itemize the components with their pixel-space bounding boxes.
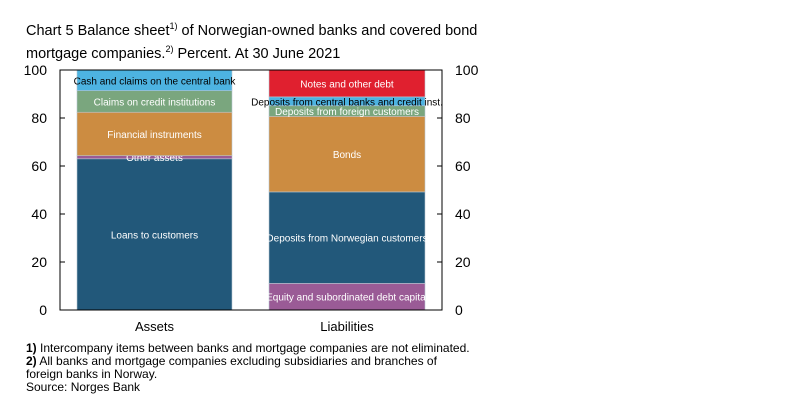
x-tick-label: Assets bbox=[135, 319, 175, 334]
bar-segment bbox=[268, 69, 426, 98]
y-tick-label: 100 bbox=[24, 62, 48, 78]
y-tick-label-right: 100 bbox=[455, 62, 479, 78]
segment-label: Loans to customers bbox=[111, 230, 198, 241]
y-tick-label: 60 bbox=[31, 158, 47, 174]
y-tick-label-right: 40 bbox=[455, 206, 471, 222]
y-tick-label-right: 60 bbox=[455, 158, 471, 174]
segment-label: Cash and claims on the central bank bbox=[74, 76, 237, 87]
chart-title: Chart 5 Balance sheet1) of Norwegian-own… bbox=[26, 21, 478, 62]
bar-segment bbox=[268, 283, 426, 311]
segment-label: Equity and subordinated debt capital bbox=[266, 293, 428, 304]
y-tick-label: 20 bbox=[31, 254, 47, 270]
footnotes: 1) Intercompany items between banks and … bbox=[26, 342, 476, 394]
y-tick-label: 80 bbox=[31, 110, 47, 126]
bar-segment bbox=[268, 116, 426, 193]
footnote-2: 2) All banks and mortgage companies excl… bbox=[26, 354, 437, 381]
x-tick-label: Liabilities bbox=[320, 319, 374, 334]
source: Source: Norges Bank bbox=[26, 380, 141, 394]
bar-segment bbox=[268, 191, 426, 284]
segment-label: Bonds bbox=[333, 150, 361, 161]
segment-label: Other assets bbox=[126, 153, 183, 164]
y-tick-label-right: 80 bbox=[455, 110, 471, 126]
y-tick-label: 40 bbox=[31, 206, 47, 222]
segment-label: Financial instruments bbox=[107, 130, 201, 141]
segment-label: Deposits from foreign customers bbox=[275, 107, 419, 118]
segment-label: Deposits from central banks and credit i… bbox=[251, 97, 443, 108]
footnote-1: 1) Intercompany items between banks and … bbox=[26, 341, 470, 355]
segment-label: Deposits from Norwegian customers bbox=[266, 234, 427, 245]
segment-label: Claims on credit institutions bbox=[94, 97, 216, 108]
y-tick-label-right: 0 bbox=[455, 302, 463, 318]
bar-segment bbox=[76, 111, 233, 156]
segment-label: Notes and other debt bbox=[300, 79, 394, 90]
y-tick-label: 0 bbox=[39, 302, 47, 318]
y-tick-label-right: 20 bbox=[455, 254, 471, 270]
